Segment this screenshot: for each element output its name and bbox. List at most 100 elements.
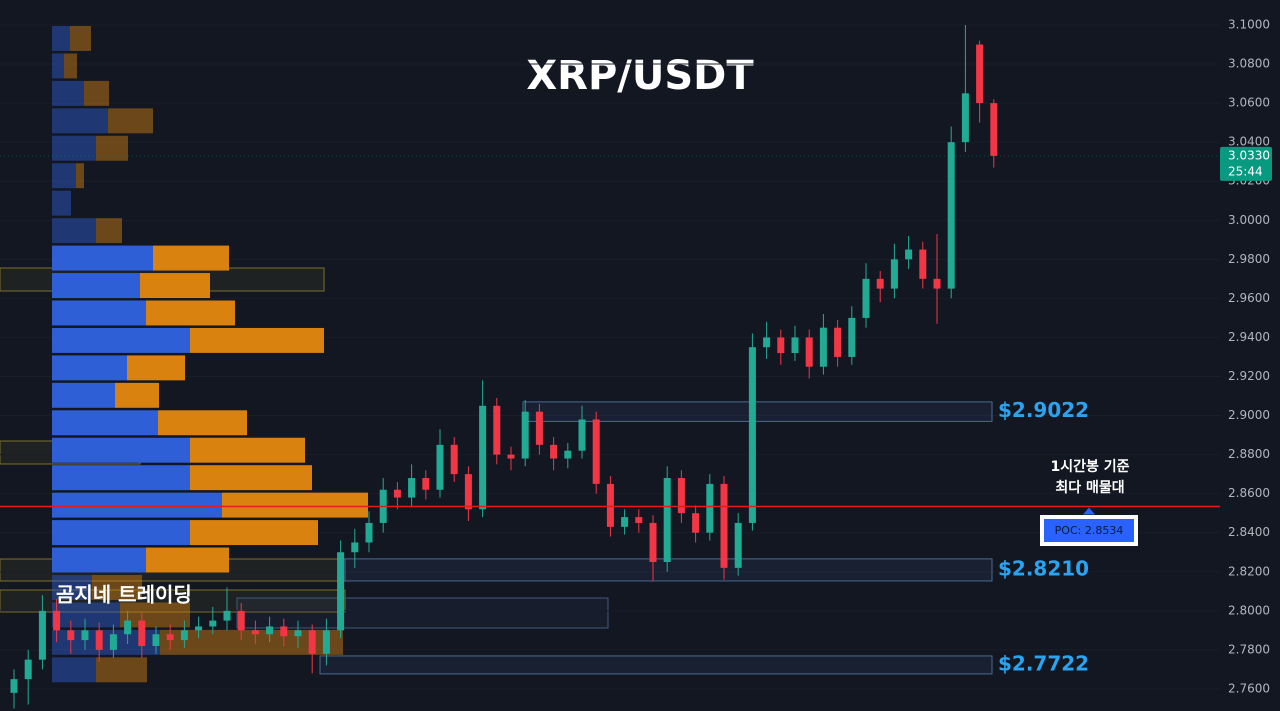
- profile-buy: [52, 327, 190, 353]
- candle-body: [876, 278, 884, 289]
- candle-body: [621, 517, 629, 527]
- candle-body: [337, 552, 345, 631]
- profile-sell: [96, 218, 122, 244]
- candle-body: [677, 478, 685, 514]
- profile-sell: [120, 602, 190, 628]
- candle-body: [734, 522, 742, 568]
- candle-body: [990, 103, 998, 156]
- candle-body: [663, 478, 671, 563]
- candle-body: [351, 542, 359, 553]
- profile-buy: [52, 53, 64, 79]
- candle-body: [521, 411, 529, 459]
- candle-body: [81, 630, 89, 641]
- candle-body: [848, 317, 856, 357]
- profile-buy: [52, 163, 76, 189]
- candle-body: [322, 630, 330, 654]
- profile-sell: [76, 163, 84, 189]
- profile-sell: [153, 245, 229, 271]
- profile-buy: [52, 108, 108, 134]
- profile-sell: [64, 53, 77, 79]
- y-tick-label: 2.8600: [1228, 486, 1270, 500]
- candle-body: [95, 630, 103, 650]
- candle-body: [365, 522, 373, 543]
- candle-body: [947, 142, 955, 289]
- y-tick-label: 2.8200: [1228, 564, 1270, 578]
- profile-buy: [52, 300, 146, 326]
- candle-body: [436, 444, 444, 490]
- price-tag-value: 3.0330: [1228, 148, 1270, 162]
- candle-body: [905, 249, 913, 260]
- profile-buy: [52, 437, 190, 463]
- candle-body: [152, 634, 160, 646]
- candle-body: [237, 610, 245, 631]
- candle-body: [862, 278, 870, 318]
- profile-buy: [52, 273, 140, 298]
- profile-sell: [190, 327, 324, 353]
- candle-body: [408, 478, 416, 498]
- candle-body: [919, 249, 927, 279]
- candle-body: [535, 411, 543, 445]
- zone: [344, 558, 993, 582]
- price-tag-countdown: 25:44: [1228, 164, 1263, 178]
- candle-body: [933, 278, 941, 289]
- profile-buy: [52, 135, 96, 161]
- profile-buy: [52, 602, 120, 628]
- profile-sell: [158, 410, 247, 436]
- profile-buy: [52, 355, 127, 381]
- candle-body: [805, 337, 813, 367]
- candle-body: [890, 259, 898, 289]
- profile-buy: [52, 190, 71, 216]
- candle-body: [450, 444, 458, 475]
- candle-body: [166, 634, 174, 641]
- candle-body: [819, 327, 827, 367]
- profile-buy: [52, 410, 158, 436]
- candle-body: [422, 478, 430, 490]
- candle-body: [266, 626, 274, 635]
- y-tick-label: 2.8800: [1228, 447, 1270, 461]
- candle-body: [479, 405, 487, 510]
- candle-body: [763, 337, 771, 348]
- candle-body: [564, 450, 572, 459]
- profile-sell: [84, 80, 109, 106]
- candle-body: [706, 483, 714, 533]
- profile-sell: [146, 300, 235, 326]
- annotation: 1시간봉 기준: [1050, 458, 1129, 475]
- candle-body: [493, 405, 501, 455]
- candle-body: [834, 327, 842, 357]
- y-tick-label: 2.9400: [1228, 330, 1270, 344]
- profile-sell: [96, 657, 147, 683]
- poc-label: POC: 2.8534: [1055, 524, 1124, 537]
- y-tick-label: 2.8000: [1228, 603, 1270, 617]
- candle-body: [308, 630, 316, 654]
- candle-body: [10, 679, 18, 693]
- profile-buy: [52, 465, 190, 491]
- profile-buy: [52, 657, 96, 683]
- candle-body: [209, 620, 217, 627]
- profile-sell: [96, 135, 128, 161]
- profile-buy: [52, 575, 92, 600]
- profile-buy: [52, 492, 222, 518]
- profile-sell: [140, 273, 210, 298]
- candle-body: [393, 489, 401, 498]
- y-tick-label: 3.0400: [1228, 135, 1270, 149]
- candle-body: [635, 517, 643, 523]
- profile-buy: [52, 520, 190, 546]
- y-tick-label: 2.7800: [1228, 642, 1270, 656]
- profile-buy: [52, 547, 146, 573]
- annotation: 최다 매물대: [1055, 480, 1124, 496]
- candle-body: [692, 513, 700, 533]
- zone: [319, 655, 993, 675]
- profile-buy: [52, 26, 70, 51]
- candle-body: [550, 444, 558, 459]
- profile-sell: [190, 465, 312, 491]
- candle-body: [507, 454, 515, 459]
- profile-sell: [108, 108, 153, 134]
- zone-box: [0, 589, 346, 613]
- candle-body: [464, 474, 472, 510]
- candle-body: [109, 634, 117, 650]
- candle-body: [124, 620, 132, 635]
- chart-title: XRP/USDT: [526, 53, 754, 99]
- y-tick-label: 3.0600: [1228, 96, 1270, 110]
- candle-body: [24, 659, 32, 680]
